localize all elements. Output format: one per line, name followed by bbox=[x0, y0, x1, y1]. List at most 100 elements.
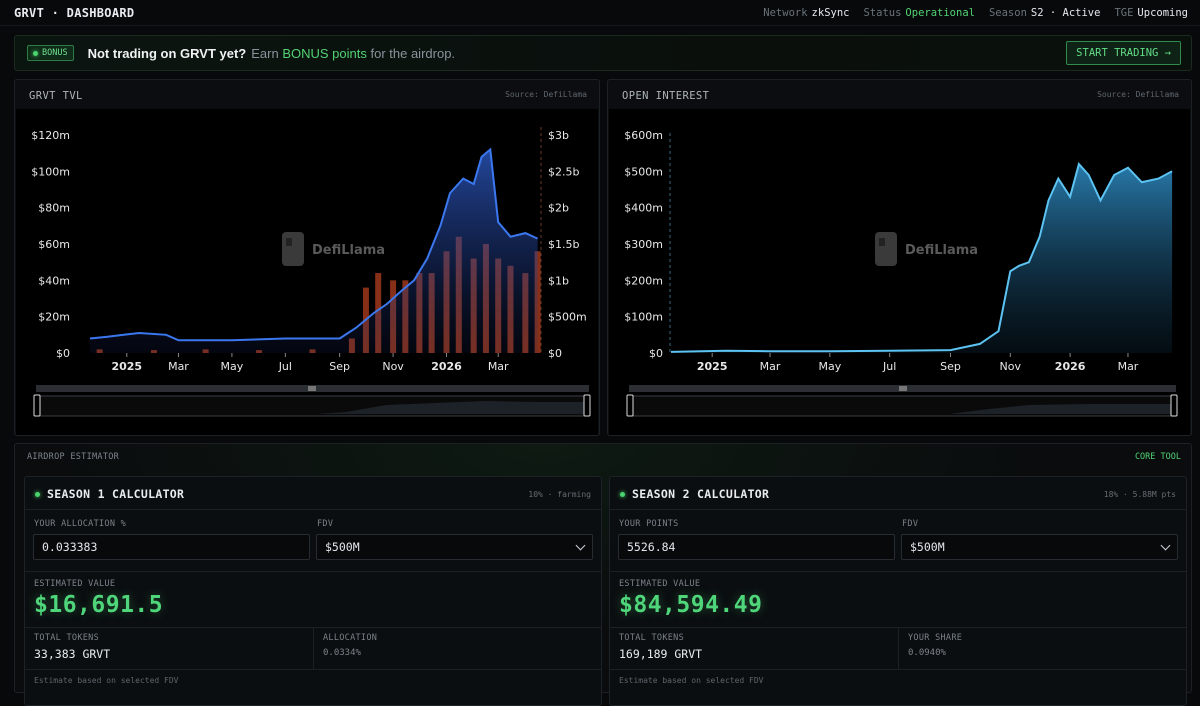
x-tick-label: Mar bbox=[168, 360, 189, 373]
y-left-tick-label: $60m bbox=[38, 238, 70, 251]
banner-text-suffix: for the airdrop. bbox=[366, 45, 456, 61]
panel-title: OPEN INTEREST bbox=[622, 90, 710, 102]
fdv-select[interactable]: $500M bbox=[316, 534, 593, 560]
bonus-badge: BONUS bbox=[27, 45, 74, 61]
calc-title-label: SEASON 1 CALCULATOR bbox=[47, 487, 185, 501]
status-key: TGE bbox=[1114, 6, 1134, 19]
estimated-value-label: ESTIMATED VALUE bbox=[34, 579, 116, 589]
range-preview bbox=[38, 401, 587, 414]
x-tick-label: 2025 bbox=[111, 360, 142, 373]
y-right-tick-label: $0 bbox=[548, 347, 562, 360]
total-tokens-label: TOTAL TOKENS bbox=[619, 633, 685, 643]
oi-chart-svg: DefiLlama $600m $500m $400m $300m $200m $100m… bbox=[624, 129, 1178, 417]
points-input[interactable] bbox=[618, 534, 895, 560]
range-grip-icon bbox=[899, 386, 907, 391]
range-handle-right[interactable] bbox=[1170, 394, 1178, 417]
tvl-chart[interactable]: DefiLlama $120m $100m $80m $60m $40m $20m $0 $… bbox=[16, 109, 598, 435]
fdv-selected-value: $500M bbox=[325, 540, 360, 554]
calc-title-label: SEASON 2 CALCULATOR bbox=[632, 487, 770, 501]
tvl-chart-svg: DefiLlama $120m $100m $80m $60m $40m $20m $0 $… bbox=[31, 127, 591, 417]
status-network: Network zkSync bbox=[763, 7, 849, 19]
y-tick-label: $600m bbox=[624, 129, 663, 142]
range-grip-icon bbox=[308, 386, 316, 391]
status-dot-icon bbox=[35, 491, 40, 497]
y-right-tick-label: $500m bbox=[548, 311, 587, 324]
y-left-tick-label: $100m bbox=[31, 165, 70, 178]
brand-title: GRVT · DASHBOARD bbox=[14, 5, 135, 20]
range-preview bbox=[631, 404, 1174, 414]
status-value: Operational bbox=[905, 6, 975, 19]
calc-meta: 10% · farming bbox=[528, 489, 591, 499]
x-tick-label: Jul bbox=[882, 360, 896, 373]
chevron-down-icon bbox=[575, 540, 586, 550]
total-tokens-value: 33,383 GRVT bbox=[34, 647, 111, 661]
estimated-value: $16,691.5 bbox=[34, 592, 164, 618]
range-slider[interactable] bbox=[626, 385, 1178, 417]
fdv-label: FDV bbox=[902, 519, 919, 529]
estimated-value: $84,594.49 bbox=[619, 592, 763, 618]
bonus-banner: BONUS Not trading on GRVT yet? Earn BONU… bbox=[14, 35, 1192, 71]
y-tick-label: $400m bbox=[624, 202, 663, 215]
x-tick-label: Sep bbox=[329, 360, 350, 373]
status-tge: TGE Upcoming bbox=[1114, 7, 1188, 19]
fdv-select[interactable]: $500M bbox=[901, 534, 1178, 560]
tvl-line bbox=[89, 147, 539, 342]
fdv-label: FDV bbox=[317, 519, 334, 529]
range-handle-right[interactable] bbox=[583, 394, 591, 417]
y-left-tick-label: $20m bbox=[38, 311, 70, 324]
allocation-input[interactable] bbox=[33, 534, 310, 560]
x-tick-label: May bbox=[818, 360, 841, 373]
banner-text: Earn BONUS points for the airdrop. bbox=[251, 46, 455, 61]
y-left-tick-label: $80m bbox=[38, 202, 70, 215]
tvl-panel: GRVT TVL Source: DefiLlama DefiLlama $12… bbox=[14, 79, 600, 436]
y-right-tick-label: $1b bbox=[548, 274, 569, 287]
open-interest-panel: OPEN INTEREST Source: DefiLlama DefiLlam… bbox=[607, 79, 1192, 436]
x-tick-label: Mar bbox=[1118, 360, 1139, 373]
range-slider[interactable] bbox=[33, 385, 591, 417]
status-key: Status bbox=[863, 6, 902, 19]
x-tick-label: 2026 bbox=[1055, 360, 1086, 373]
x-tick-label: Nov bbox=[1000, 360, 1022, 373]
oi-line bbox=[670, 162, 1173, 353]
y-left-tick-label: $120m bbox=[31, 129, 70, 142]
status-season: Season S2 · Active bbox=[989, 7, 1100, 19]
y-left-tick-label: $0 bbox=[56, 347, 70, 360]
allocation-stat-value: 0.0334% bbox=[323, 648, 361, 658]
range-handle-left[interactable] bbox=[33, 394, 41, 417]
status-dot-icon bbox=[33, 50, 38, 56]
y-tick-label: $100m bbox=[624, 311, 663, 324]
chevron-down-icon bbox=[1160, 540, 1171, 550]
status-value: zkSync bbox=[811, 6, 850, 19]
allocation-stat-label: ALLOCATION bbox=[323, 633, 378, 643]
calc-title: SEASON 2 CALCULATOR bbox=[620, 487, 769, 501]
banner-highlight: BONUS points bbox=[282, 45, 367, 61]
banner-title: Not trading on GRVT yet? bbox=[87, 45, 247, 61]
estimator-title: AIRDROP ESTIMATOR bbox=[27, 452, 120, 462]
share-stat-label: YOUR SHARE bbox=[908, 633, 963, 643]
tvl-area bbox=[90, 149, 538, 353]
season1-calculator: SEASON 1 CALCULATOR 10% · farming YOUR A… bbox=[24, 476, 602, 706]
watermark-text: DefiLlama bbox=[312, 243, 385, 258]
panel-source: Source: DefiLlama bbox=[505, 90, 587, 99]
open-interest-chart[interactable]: DefiLlama $600m $500m $400m $300m $200m $100m… bbox=[609, 109, 1190, 435]
status-value: S2 · Active bbox=[1030, 6, 1101, 19]
top-bar: GRVT · DASHBOARD Network zkSync Status Ope… bbox=[0, 0, 1200, 26]
y-right-tick-label: $3b bbox=[548, 129, 569, 142]
start-trading-button[interactable]: START TRADING → bbox=[1066, 41, 1181, 65]
x-tick-label: 2026 bbox=[431, 360, 462, 373]
calc-meta: 18% · 5.88M pts bbox=[1103, 489, 1176, 499]
status-dot-icon bbox=[620, 491, 625, 497]
status-key: Network bbox=[763, 6, 808, 19]
footnote: Estimate based on selected FDV bbox=[34, 676, 179, 685]
y-left-tick-label: $40m bbox=[38, 274, 70, 287]
y-right-tick-label: $1.5b bbox=[548, 238, 579, 251]
banner-text-prefix: Earn bbox=[251, 45, 283, 61]
panel-source: Source: DefiLlama bbox=[1097, 90, 1179, 99]
panel-title: GRVT TVL bbox=[29, 90, 83, 102]
x-tick-label: Mar bbox=[488, 360, 509, 373]
volume-bar bbox=[534, 251, 541, 353]
total-tokens-label: TOTAL TOKENS bbox=[34, 633, 100, 643]
status-key: Season bbox=[988, 6, 1027, 19]
range-handle-left[interactable] bbox=[626, 394, 634, 417]
fdv-selected-value: $500M bbox=[910, 540, 945, 554]
